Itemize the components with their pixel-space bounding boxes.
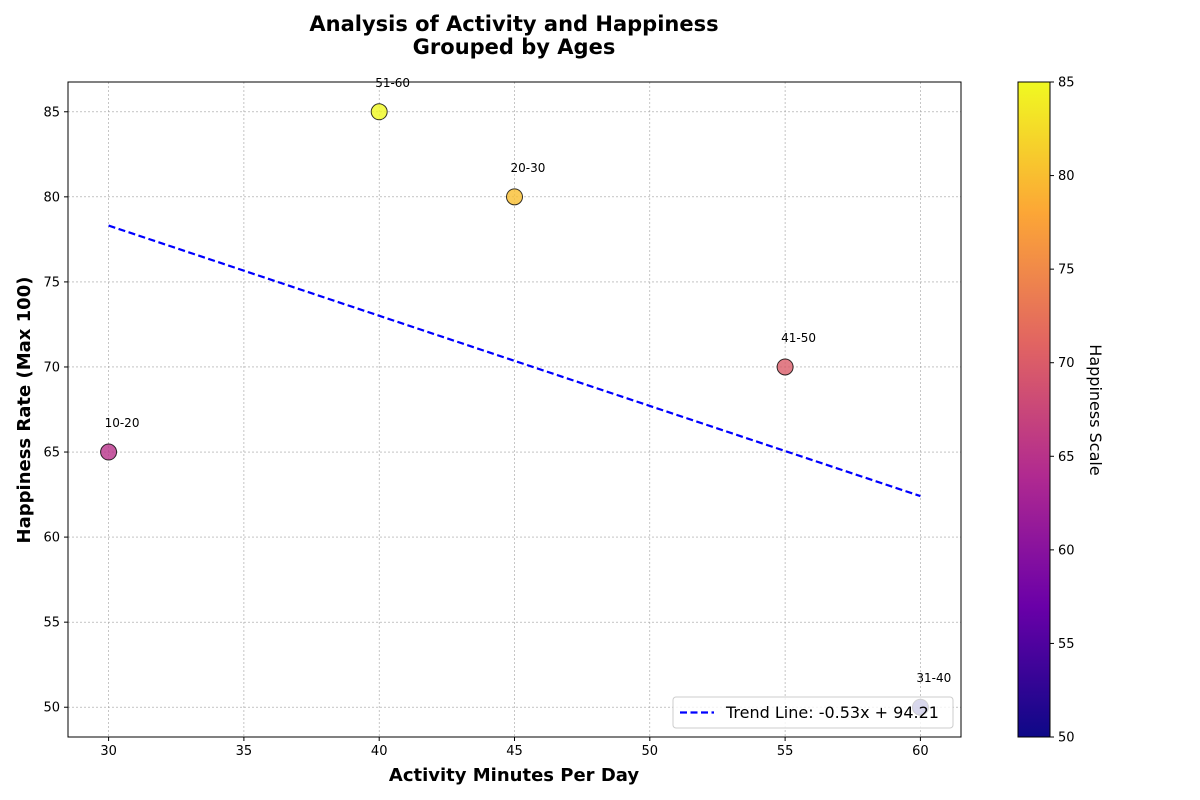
point-label: 20-30	[511, 161, 546, 175]
trend-line	[108, 224, 921, 498]
chart-title: Analysis of Activity and Happiness	[309, 12, 718, 36]
chart-subtitle: Grouped by Ages	[413, 35, 616, 59]
trend-line-layer	[108, 224, 921, 498]
y-tick-label: 50	[43, 701, 60, 716]
data-point	[370, 103, 388, 121]
colorbar-tick-label: 60	[1058, 543, 1075, 558]
colorbar-tick-label: 75	[1058, 263, 1075, 278]
legend-box	[672, 696, 954, 729]
grid	[68, 82, 961, 737]
point-label: 31-40	[916, 671, 951, 685]
y-axis-label: Happiness Rate (Max 100)	[14, 277, 35, 544]
y-tick-label: 55	[43, 616, 60, 631]
y-tick-label: 80	[43, 190, 60, 205]
colorbar-tick-label: 65	[1058, 450, 1075, 465]
legend-label: Trend Line: -0.53x + 94.21	[725, 703, 939, 722]
colorbar-tick-label: 55	[1058, 637, 1075, 652]
x-axis-ticks: 30 35 40 45 50 55 60	[100, 737, 929, 759]
data-points: 10-20 20-30 31-40 41-50 51-60	[100, 76, 951, 716]
point-label: 51-60	[375, 76, 410, 90]
data-point	[776, 358, 794, 376]
legend: Trend Line: -0.53x + 94.21	[672, 696, 954, 729]
data-point	[100, 443, 118, 461]
x-tick-label: 55	[777, 744, 794, 759]
colorbar-tick-label: 85	[1058, 76, 1075, 91]
data-point	[506, 188, 523, 206]
x-tick-label: 45	[506, 744, 523, 759]
y-tick-label: 75	[43, 275, 60, 290]
x-tick-label: 35	[236, 744, 253, 759]
point-label: 41-50	[781, 331, 816, 345]
x-tick-label: 30	[100, 744, 117, 759]
colorbar-label: Happiness Scale	[1086, 344, 1105, 475]
colorbar	[1017, 81, 1051, 738]
y-tick-label: 60	[43, 531, 60, 546]
point-label: 10-20	[105, 416, 140, 430]
x-axis-label: Activity Minutes Per Day	[389, 765, 639, 786]
colorbar-tick-label: 80	[1058, 169, 1075, 184]
colorbar-ticks: 50 55 60 65 70 75 80 85	[1050, 76, 1075, 746]
y-tick-label: 70	[43, 360, 60, 375]
x-tick-label: 40	[371, 744, 388, 759]
y-tick-label: 85	[43, 105, 60, 120]
colorbar-tick-label: 70	[1058, 356, 1075, 371]
colorbar-tick-label: 50	[1058, 731, 1075, 746]
y-tick-label: 65	[43, 446, 60, 461]
x-tick-label: 60	[912, 744, 929, 759]
x-tick-label: 50	[642, 744, 659, 759]
y-axis-ticks: 50 55 60 65 70 75 80 85	[43, 105, 68, 716]
